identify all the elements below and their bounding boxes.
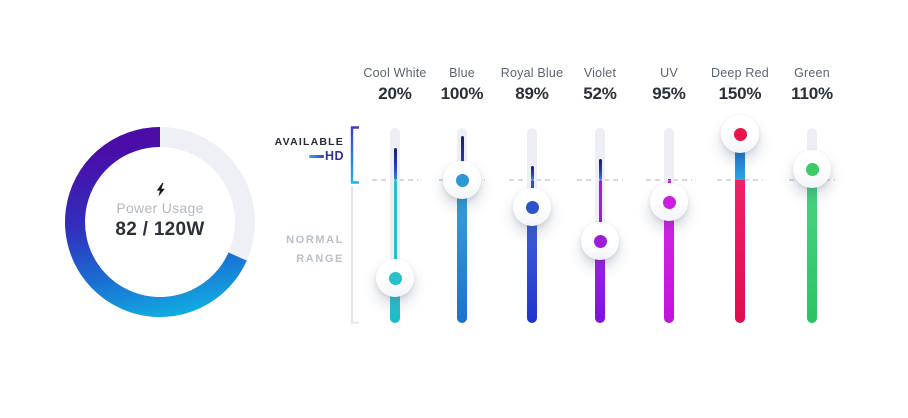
thumb-dot bbox=[805, 162, 819, 176]
slider-hd-fill bbox=[735, 134, 745, 182]
gauge-center: Power Usage 82 / 120W bbox=[85, 183, 235, 241]
slider-fill bbox=[807, 180, 817, 323]
slider-fill bbox=[527, 203, 537, 323]
slider-thumb[interactable] bbox=[376, 259, 414, 297]
slider-thumb[interactable] bbox=[443, 161, 481, 199]
normal-range-line1: NORMAL bbox=[286, 234, 344, 246]
available-hd-bracket bbox=[350, 126, 359, 184]
power-usage-label: Power Usage bbox=[116, 200, 204, 216]
lightning-bolt-icon bbox=[156, 183, 165, 197]
slider-thumb[interactable] bbox=[513, 188, 551, 226]
power-usage-value: 82 / 120W bbox=[115, 219, 205, 240]
channel-name-label: UV bbox=[660, 66, 678, 80]
thumb-dot bbox=[593, 234, 607, 248]
channel-value-label: 100% bbox=[440, 84, 484, 103]
channel-name-label: Deep Red bbox=[711, 66, 769, 80]
channel-value-label: 150% bbox=[718, 84, 762, 103]
thumb-dot bbox=[525, 200, 539, 214]
thumb-dot bbox=[733, 127, 747, 141]
channel-value-label: 89% bbox=[515, 84, 549, 103]
slider-fill bbox=[664, 198, 674, 323]
channel-value-label: 20% bbox=[378, 84, 412, 103]
channel-name-label: Violet bbox=[583, 66, 617, 80]
channel-value-label: 95% bbox=[652, 84, 686, 103]
thumb-dot bbox=[455, 173, 469, 187]
normal-range-line2: RANGE bbox=[296, 253, 344, 265]
slider-thumb[interactable] bbox=[721, 115, 759, 153]
normal-range-label: NORMAL RANGE bbox=[238, 231, 344, 269]
hd-logo-dash-icon bbox=[308, 155, 324, 158]
thumb-dot bbox=[388, 271, 402, 285]
slider-fill bbox=[457, 176, 467, 323]
hd-available-line bbox=[530, 166, 534, 180]
slider-fill bbox=[735, 180, 745, 323]
hd-logo: HD bbox=[238, 150, 344, 163]
channel-value-label: 110% bbox=[791, 84, 833, 103]
slider-fill bbox=[390, 274, 400, 323]
hd-available-line bbox=[460, 136, 464, 180]
channel-name-label: Royal Blue bbox=[500, 66, 564, 80]
slider-thumb[interactable] bbox=[581, 222, 619, 260]
available-hd-label: AVAILABLE bbox=[274, 136, 344, 148]
slider-thumb[interactable] bbox=[650, 183, 688, 221]
slider-fill bbox=[595, 237, 605, 323]
hd-available-line bbox=[393, 148, 397, 180]
channel-name-label: Blue bbox=[449, 66, 475, 80]
channel-name-label: Cool White bbox=[363, 66, 427, 80]
slider-thumb[interactable] bbox=[793, 150, 831, 188]
channel-range-line bbox=[393, 180, 397, 278]
normal-range-bracket bbox=[351, 186, 359, 324]
thumb-dot bbox=[662, 195, 676, 209]
gauge-arc bbox=[65, 127, 247, 317]
power-usage-gauge bbox=[65, 127, 255, 317]
channel-range-line bbox=[598, 180, 602, 241]
hd-logo-text: HD bbox=[324, 149, 344, 163]
channel-value-label: 52% bbox=[583, 84, 617, 103]
hd-available-line bbox=[667, 179, 671, 180]
hd-available-line bbox=[598, 159, 602, 180]
channel-name-label: Green bbox=[794, 66, 830, 80]
